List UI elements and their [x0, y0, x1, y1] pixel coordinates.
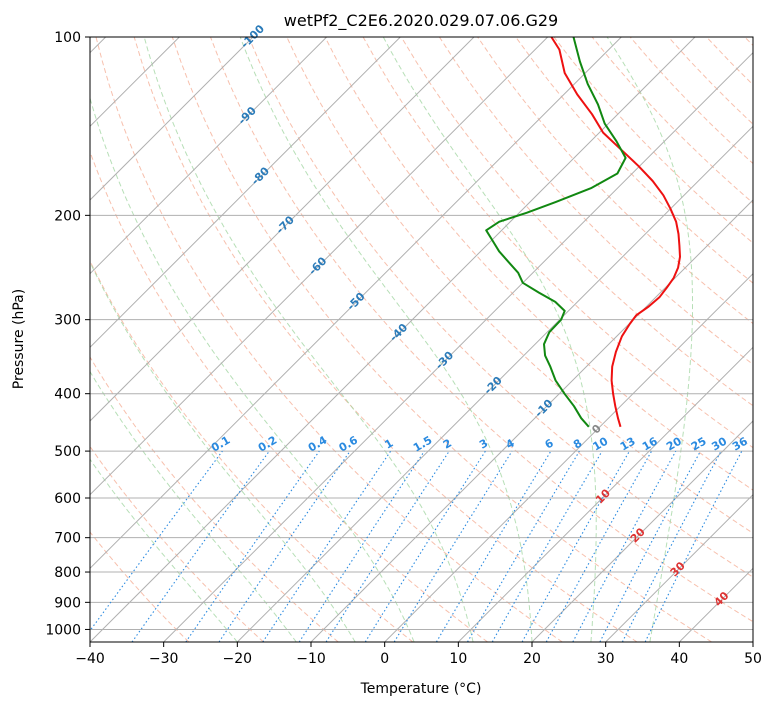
mixing-ratio-line — [185, 450, 320, 642]
y-tick-label: 600 — [54, 491, 81, 507]
isotherm-line — [236, 125, 753, 642]
y-tick-label: 500 — [54, 444, 81, 460]
dry-adiabat-line — [248, 37, 753, 578]
y-tick-label: 300 — [54, 313, 81, 329]
isotherm-line — [163, 51, 753, 642]
x-tick-label: 0 — [380, 651, 389, 667]
mixing-ratio-labels: 0.1 0.2 0.4 0.6 1 1.5 2 3 4 6 8 10 13 16 20 25 30 36 — [209, 433, 750, 454]
dry-adiabat-line — [171, 37, 712, 642]
isotherm-line — [457, 346, 753, 642]
isotherm-line — [605, 493, 753, 642]
x-tick-label: −40 — [75, 651, 105, 667]
mixing-ratio-line — [325, 450, 450, 642]
isotherm-line — [752, 641, 753, 642]
isotherm-line — [90, 37, 254, 201]
dry-adiabat-line — [438, 37, 753, 366]
y-axis-label: Pressure (hPa) — [11, 289, 27, 389]
x-tick-label: 50 — [744, 651, 762, 667]
plot-area — [90, 37, 753, 642]
plot-frame — [89, 36, 754, 643]
grid-lines — [90, 37, 753, 642]
dry-adiabat-line — [400, 37, 753, 407]
dry-adiabat-line — [90, 531, 190, 642]
moist-adiabats — [90, 37, 693, 642]
y-tick-label: 200 — [54, 208, 81, 224]
mixing-ratio-line — [131, 450, 270, 642]
y-tick-label: 800 — [54, 565, 81, 581]
mixing-ratio-line — [393, 450, 513, 642]
dry-adiabats — [90, 37, 753, 642]
isotherm-line — [90, 37, 401, 349]
x-axis-label: Temperature (°C) — [360, 681, 482, 697]
moist-adiabat-line — [606, 37, 693, 642]
isotherm-line — [90, 37, 696, 642]
isotherm-line — [310, 199, 753, 642]
axis-ticks: −40 −30 −20 −10 0 10 20 30 40 50 100 200 300 400 500 60… — [45, 30, 762, 667]
moist-adiabat-line — [143, 37, 474, 642]
mixing-ratio-line — [262, 450, 392, 642]
chart-title: wetPf2_C2E6.2020.029.07.06.G29 — [284, 11, 558, 31]
mixing-ratio-line — [572, 450, 677, 642]
x-tick-label: −10 — [296, 651, 326, 667]
moist-adiabat-line — [90, 260, 356, 642]
mixing-ratio-line — [90, 450, 223, 632]
isotherm-line — [90, 37, 622, 570]
mixing-ratio-line — [218, 450, 351, 642]
mixing-ratio-line — [298, 450, 425, 642]
dewpoint-profile-line — [485, 37, 627, 428]
dry-adiabat-line — [90, 445, 264, 642]
moist-adiabat-line — [239, 37, 533, 642]
x-tick-label: −30 — [149, 651, 179, 667]
x-tick-label: 30 — [597, 651, 615, 667]
mixing-ratio-lines — [90, 450, 743, 642]
y-tick-label: 1000 — [45, 622, 81, 638]
y-tick-label: 700 — [54, 531, 81, 547]
dry-adiabat-line — [95, 37, 563, 642]
y-tick-label: 100 — [54, 30, 81, 46]
mixing-ratio-line — [644, 450, 743, 642]
isotherm-line — [90, 37, 328, 275]
moist-adiabat-line — [90, 458, 238, 642]
y-tick-label: 900 — [54, 595, 81, 611]
dry-adiabat-line — [210, 37, 753, 623]
isotherm-line — [384, 272, 753, 642]
temperature-profile-line — [550, 37, 681, 428]
dry-adiabat-line — [324, 37, 753, 491]
isotherm-line — [90, 37, 549, 496]
y-tick-label: 400 — [54, 387, 81, 403]
isotherm-line — [90, 37, 475, 422]
dry-adiabat-line — [90, 356, 339, 642]
mixing-ratio-line — [521, 450, 630, 642]
isotherm-line — [531, 420, 753, 642]
dry-adiabat-line — [133, 37, 638, 642]
x-tick-label: 20 — [523, 651, 541, 667]
mixing-ratio-line — [545, 450, 653, 642]
moist-adiabat-line — [382, 37, 597, 642]
x-tick-label: 10 — [449, 651, 467, 667]
dry-adiabat-line — [515, 37, 753, 284]
x-tick-label: −20 — [223, 651, 253, 667]
profile-lines — [485, 37, 681, 428]
dry-adiabat-line — [90, 150, 488, 642]
x-tick-label: 40 — [670, 651, 688, 667]
